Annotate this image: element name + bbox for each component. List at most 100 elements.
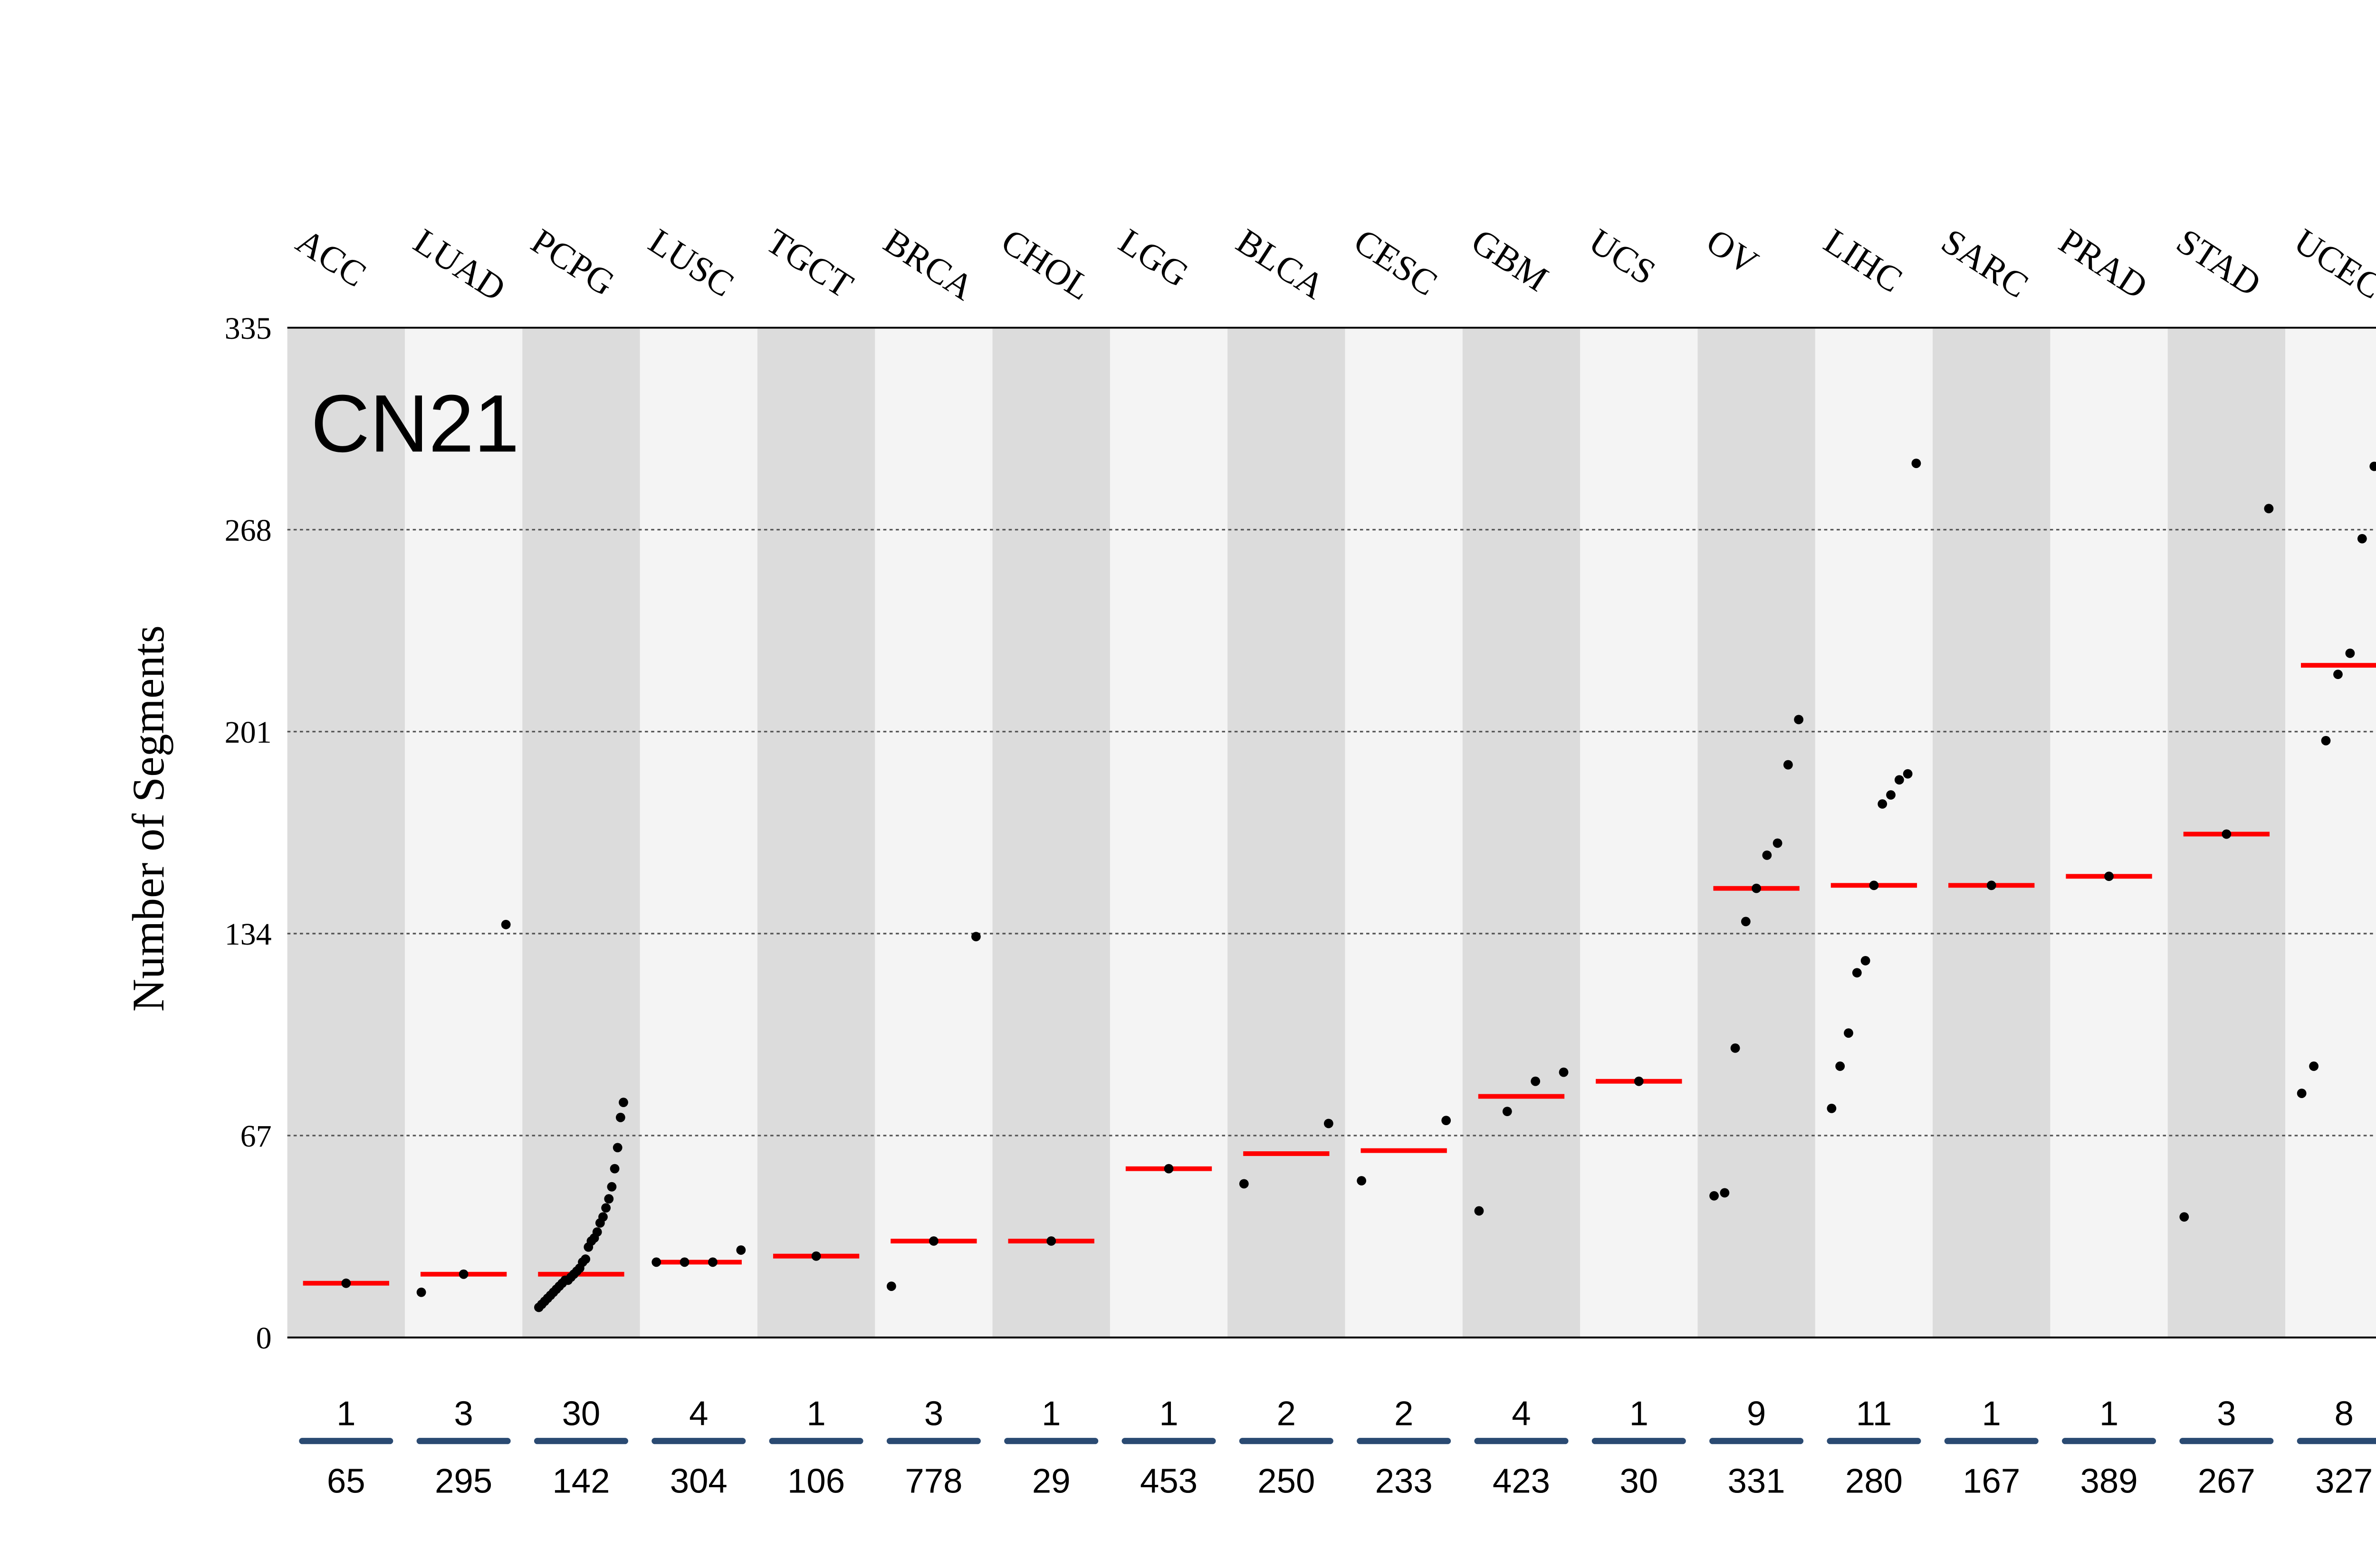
category-label: UCS bbox=[1582, 221, 1663, 293]
data-point bbox=[1986, 880, 1996, 890]
column-band bbox=[1110, 327, 1228, 1338]
column-band bbox=[992, 327, 1111, 1338]
data-point bbox=[1164, 1164, 1174, 1174]
chart-title: CN21 bbox=[311, 378, 519, 469]
category-label: CESC bbox=[1347, 221, 1444, 304]
data-point bbox=[886, 1281, 896, 1291]
total-label: 106 bbox=[787, 1462, 845, 1501]
category-label: GBM bbox=[1465, 221, 1555, 299]
data-point bbox=[619, 1098, 628, 1107]
category-label: SARC bbox=[1935, 221, 2035, 306]
data-point bbox=[581, 1254, 591, 1264]
column-band bbox=[1580, 327, 1699, 1338]
count-label: 1 bbox=[1159, 1395, 1178, 1433]
data-point bbox=[615, 1112, 625, 1122]
category-label: BLCA bbox=[1229, 221, 1332, 307]
total-label: 331 bbox=[1728, 1462, 1785, 1501]
category-label: PCPG bbox=[524, 221, 622, 304]
data-point bbox=[2222, 829, 2232, 839]
category-label: OV bbox=[1699, 221, 1765, 283]
data-point bbox=[1827, 1103, 1837, 1113]
count-label: 9 bbox=[1747, 1395, 1766, 1433]
count-label: 1 bbox=[1629, 1395, 1648, 1433]
category-label: STAD bbox=[2170, 221, 2268, 304]
data-point bbox=[610, 1164, 620, 1174]
data-point bbox=[1559, 1067, 1569, 1077]
count-label: 8 bbox=[2335, 1395, 2354, 1433]
data-point bbox=[2321, 736, 2331, 746]
data-point bbox=[1441, 1116, 1451, 1126]
y-axis-label: Number of Segments bbox=[123, 625, 173, 1012]
category-label: UCEC bbox=[2287, 221, 2376, 307]
column-band bbox=[875, 327, 994, 1338]
total-label: 142 bbox=[552, 1462, 610, 1501]
count-label: 1 bbox=[336, 1395, 355, 1433]
column-band bbox=[287, 327, 406, 1338]
data-point bbox=[651, 1257, 661, 1267]
data-point bbox=[1878, 799, 1887, 809]
y-tick-label: 0 bbox=[256, 1321, 272, 1356]
total-label: 423 bbox=[1493, 1462, 1550, 1501]
data-point bbox=[2333, 669, 2343, 679]
data-point bbox=[1894, 775, 1904, 785]
y-tick-label: 335 bbox=[225, 311, 272, 346]
data-point bbox=[1852, 968, 1862, 978]
data-point bbox=[2264, 504, 2274, 514]
column-band bbox=[1462, 327, 1581, 1338]
total-label: 167 bbox=[1963, 1462, 2020, 1501]
column-band bbox=[640, 327, 758, 1338]
data-point bbox=[1794, 715, 1804, 725]
data-point bbox=[2104, 871, 2114, 881]
data-point bbox=[1046, 1236, 1056, 1246]
count-label: 1 bbox=[2099, 1395, 2118, 1433]
data-point bbox=[592, 1227, 602, 1237]
column-band bbox=[2050, 327, 2169, 1338]
data-point bbox=[1502, 1107, 1512, 1117]
total-label: 304 bbox=[670, 1462, 728, 1501]
total-label: 29 bbox=[1032, 1462, 1071, 1501]
total-label: 250 bbox=[1257, 1462, 1315, 1501]
data-point bbox=[2309, 1061, 2319, 1071]
data-point bbox=[604, 1194, 614, 1204]
data-point bbox=[1357, 1176, 1367, 1186]
category-label: LUSC bbox=[642, 221, 741, 305]
column-band bbox=[1227, 327, 1346, 1338]
data-point bbox=[459, 1269, 469, 1279]
total-label: 327 bbox=[2315, 1462, 2373, 1501]
data-point bbox=[1531, 1076, 1541, 1086]
total-label: 389 bbox=[2080, 1462, 2137, 1501]
data-point bbox=[1239, 1179, 1249, 1189]
column-band bbox=[404, 327, 523, 1338]
total-label: 778 bbox=[905, 1462, 962, 1501]
data-point bbox=[1741, 917, 1751, 927]
data-point bbox=[1762, 850, 1772, 860]
count-label: 2 bbox=[1277, 1395, 1296, 1433]
data-point bbox=[501, 919, 511, 929]
count-label: 11 bbox=[1856, 1395, 1892, 1433]
data-point bbox=[2297, 1089, 2307, 1098]
data-point bbox=[736, 1245, 746, 1255]
data-point bbox=[971, 932, 981, 942]
data-point bbox=[1911, 459, 1921, 468]
category-label: LGG bbox=[1112, 221, 1196, 295]
data-point bbox=[613, 1143, 623, 1153]
y-tick-label: 134 bbox=[225, 917, 272, 952]
data-point bbox=[1752, 883, 1762, 893]
data-point bbox=[2369, 461, 2376, 471]
count-label: 4 bbox=[689, 1395, 708, 1433]
category-label: LIHC bbox=[1817, 221, 1909, 300]
column-band bbox=[1815, 327, 1934, 1338]
total-label: 453 bbox=[1140, 1462, 1198, 1501]
total-label: 280 bbox=[1845, 1462, 1903, 1501]
y-tick-label: 67 bbox=[240, 1119, 272, 1154]
count-label: 3 bbox=[924, 1395, 943, 1433]
data-point bbox=[1844, 1028, 1853, 1038]
total-label: 295 bbox=[435, 1462, 492, 1501]
data-point bbox=[1783, 760, 1793, 770]
category-label: ACC bbox=[289, 221, 374, 295]
data-point bbox=[811, 1251, 821, 1261]
data-point bbox=[1903, 769, 1913, 779]
data-point bbox=[1323, 1119, 1333, 1128]
data-point bbox=[1772, 838, 1782, 848]
